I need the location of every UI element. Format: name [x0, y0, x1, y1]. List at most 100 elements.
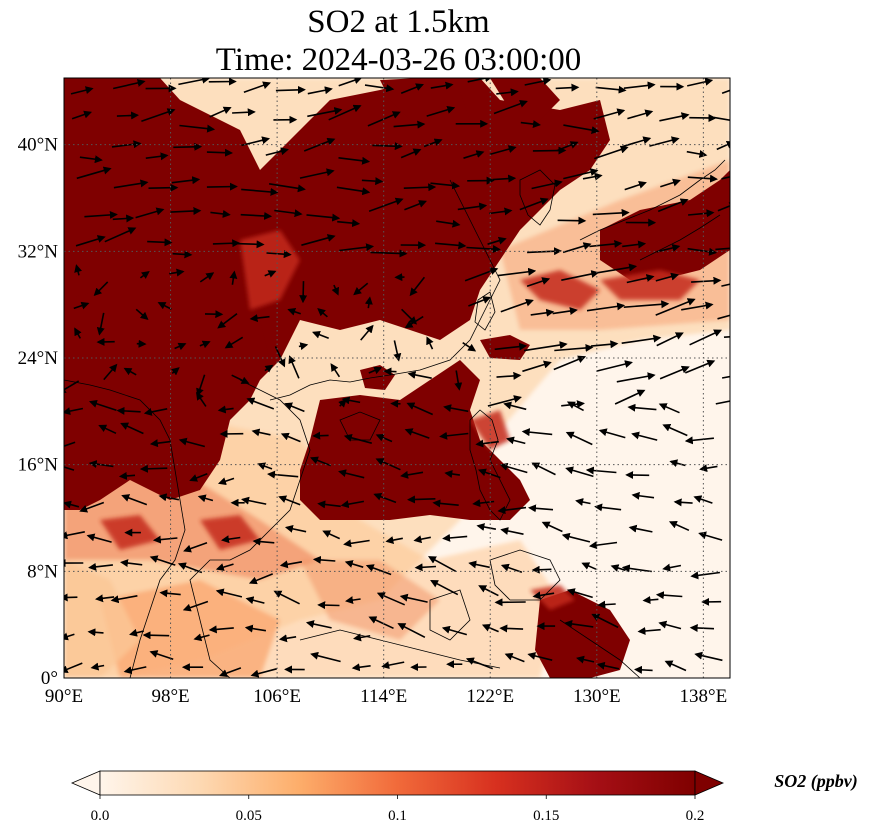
wind-arrow: [423, 138, 443, 148]
wind-arrow: [364, 84, 395, 93]
wind-arrow: [241, 136, 271, 147]
wind-arrow: [310, 456, 332, 467]
wind-arrow: [336, 186, 371, 196]
wind-arrow: [217, 477, 235, 485]
wind-arrow: [553, 355, 587, 371]
wind-arrow: [399, 593, 428, 603]
wind-arrow: [70, 86, 94, 95]
wind-arrow: [441, 625, 468, 636]
wind-arrow: [310, 651, 341, 663]
y-tick-label: 40°N: [18, 135, 59, 156]
wind-arrow: [687, 174, 718, 183]
wind-arrow: [717, 202, 730, 212]
wind-arrow: [305, 620, 332, 629]
wind-arrow: [364, 296, 373, 309]
wind-arrow: [466, 245, 501, 254]
wind-arrow: [244, 624, 267, 633]
wind-arrow: [365, 564, 392, 576]
wind-arrow: [344, 560, 364, 568]
wind-arrow: [104, 227, 137, 243]
wind-arrow: [499, 462, 528, 474]
wind-arrow: [301, 234, 336, 246]
wind-arrow: [684, 359, 716, 374]
wind-arrow: [430, 580, 459, 596]
colorbar-tick-label: 0.2: [686, 808, 705, 824]
wind-arrow: [586, 302, 626, 312]
wind-arrow: [74, 264, 82, 276]
wind-arrow: [627, 109, 654, 120]
wind-arrow: [664, 660, 687, 672]
wind-arrow: [178, 437, 206, 448]
wind-arrow: [662, 563, 682, 572]
wind-arrow: [71, 110, 93, 120]
wind-arrow: [590, 340, 619, 349]
wind-arrow: [668, 520, 690, 532]
wind-arrow: [687, 247, 718, 256]
y-tick-label: 16°N: [18, 455, 59, 476]
wind-arrow: [307, 86, 333, 95]
wind-arrow: [218, 667, 242, 677]
wind-arrow: [275, 85, 306, 94]
wind-arrow: [209, 106, 232, 118]
wind-arrow: [123, 367, 137, 376]
wind-arrow: [689, 623, 715, 632]
wind-arrow: [594, 503, 622, 512]
wind-arrow: [338, 78, 363, 87]
wind-arrow: [73, 301, 90, 310]
wind-arrow: [195, 391, 207, 407]
wind-arrow: [96, 312, 105, 336]
wind-arrow: [655, 298, 696, 316]
wind-arrow: [79, 501, 105, 513]
wind-arrow: [88, 460, 114, 469]
wind-arrow: [183, 541, 208, 553]
wind-arrow: [407, 495, 436, 504]
wind-arrow: [407, 371, 432, 379]
wind-arrow: [500, 298, 534, 313]
colorbar-tick-label: 0.1: [388, 808, 407, 824]
wind-arrow: [717, 314, 730, 320]
wind-arrow: [189, 473, 208, 482]
wind-arrow: [658, 620, 682, 630]
wind-arrow: [655, 591, 683, 600]
wind-arrow: [368, 197, 404, 212]
colorbar-tick-label: 0.0: [91, 808, 110, 824]
wind-arrow: [476, 523, 497, 531]
wind-arrow: [400, 148, 422, 159]
wind-arrow: [662, 424, 688, 437]
wind-arrow: [721, 176, 730, 180]
wind-arrow: [621, 564, 652, 573]
wind-arrow: [245, 596, 265, 605]
wind-arrow: [64, 632, 75, 641]
wind-arrow: [64, 407, 84, 416]
wind-arrow: [659, 365, 690, 380]
wind-arrow: [299, 281, 308, 304]
wind-arrow: [444, 470, 461, 478]
wind-arrow: [404, 315, 424, 329]
wind-arrow: [637, 626, 661, 635]
x-axis-ticks: 90°E 98°E 106°E 114°E 122°E 130°E 138°E: [45, 686, 727, 707]
wind-arrow: [274, 209, 303, 218]
y-tick-label: 24°N: [18, 348, 59, 369]
wind-arrow: [489, 145, 517, 156]
wind-arrow: [343, 433, 373, 444]
wind-arrow: [597, 600, 616, 609]
wind-arrow: [575, 498, 591, 506]
wind-arrow: [113, 79, 146, 90]
wind-arrow: [592, 263, 638, 275]
wind-arrow: [278, 634, 297, 643]
wind-arrow: [177, 562, 203, 574]
wind-arrow: [284, 524, 307, 533]
wind-arrow: [531, 565, 552, 574]
wind-arrow: [565, 466, 594, 478]
wind-arrow: [90, 662, 105, 671]
wind-arrow: [467, 78, 493, 83]
wind-arrow: [594, 145, 629, 160]
so2-field: [64, 78, 730, 678]
map-title: SO2 at 1.5km: [307, 4, 490, 40]
wind-arrow: [266, 250, 292, 259]
wind-arrow: [280, 432, 301, 443]
wind-arrow: [496, 88, 519, 97]
wind-arrow: [217, 313, 238, 329]
wind-arrow: [520, 120, 541, 129]
